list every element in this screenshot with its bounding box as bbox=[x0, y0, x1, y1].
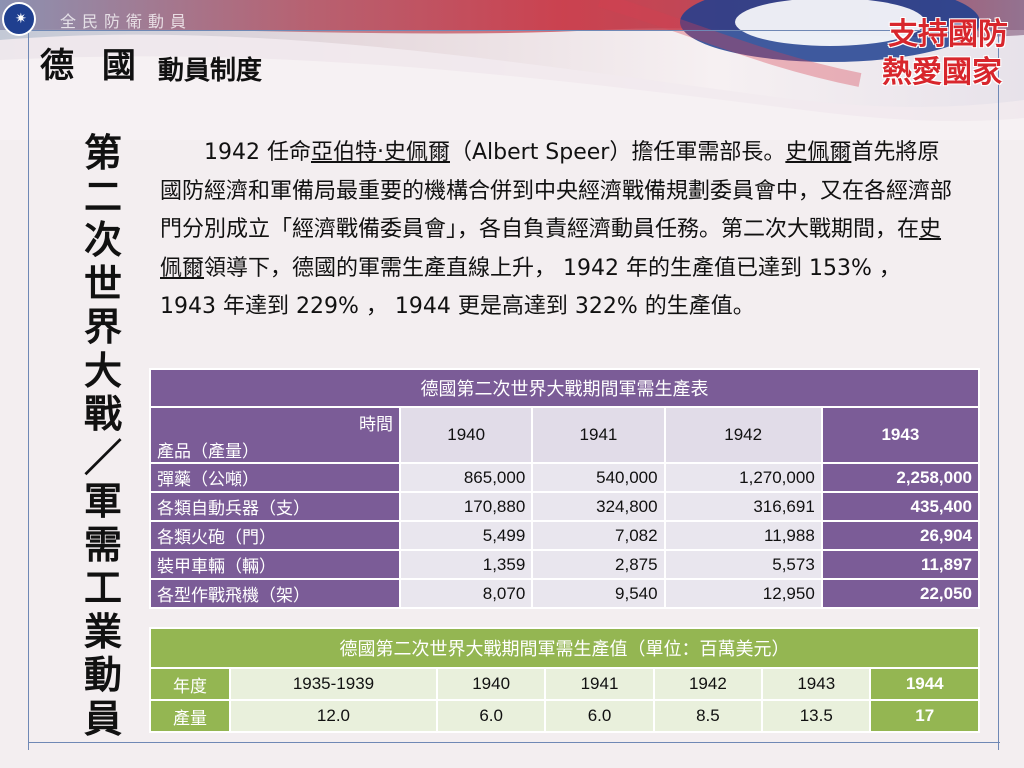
table-cell: 5,499 bbox=[398, 520, 534, 551]
header-banner bbox=[0, 0, 1024, 140]
table-cell: 865,000 bbox=[398, 462, 534, 493]
table-cell: 8.5 bbox=[652, 699, 764, 733]
table-cell: 1940 bbox=[435, 667, 547, 701]
table-cell: 9,540 bbox=[531, 578, 666, 609]
table-row: 產量 12.0 6.0 6.0 8.5 13.5 17 bbox=[149, 699, 980, 733]
person-name-link: 亞伯特‧史佩爾 bbox=[310, 140, 450, 165]
production-table: 德國第二次世界大戰期間軍需生產表 時間 產品（產量） 1940 1941 194… bbox=[149, 368, 981, 609]
table-cell: 7,082 bbox=[531, 520, 666, 551]
table-cell: 8,070 bbox=[398, 578, 534, 609]
side-title-char: 工 bbox=[83, 566, 122, 610]
para-text: （Albert Speer）擔任軍需部長。 bbox=[449, 140, 786, 165]
side-title-char: 需 bbox=[83, 522, 122, 567]
table-cell: 1944 bbox=[869, 667, 980, 701]
sun-emblem-icon: ✷ bbox=[15, 11, 27, 27]
table-cell: 13.5 bbox=[761, 699, 872, 733]
slogan-line-2: 熱愛國家 bbox=[882, 55, 1002, 90]
table-cell: 1935-1939 bbox=[229, 667, 438, 701]
table-cell: 12.0 bbox=[229, 699, 438, 733]
table-cell: 324,800 bbox=[531, 491, 666, 522]
side-title-char: 世 bbox=[83, 261, 122, 306]
row-label: 裝甲車輛（輛） bbox=[149, 549, 401, 580]
table-caption: 德國第二次世界大戰期間軍需生產值（單位：百萬美元） bbox=[149, 627, 980, 669]
table-row: 各型作戰飛機（架） 8,070 9,540 12,950 22,050 bbox=[149, 578, 981, 609]
org-name: 全民防衛動員 bbox=[60, 12, 193, 31]
frame-top-line bbox=[28, 30, 1000, 31]
side-title-char: 員 bbox=[83, 696, 122, 741]
production-value-table: 德國第二次世界大戰期間軍需生產值（單位：百萬美元） 年度 1935-1939 1… bbox=[149, 627, 980, 733]
person-name-link: 史佩爾 bbox=[160, 217, 942, 281]
table-row: 各類自動兵器（支） 170,880 324,800 316,691 435,40… bbox=[149, 491, 981, 522]
corner-product-label: 產品（產量） bbox=[157, 442, 259, 461]
row-label: 各類自動兵器（支） bbox=[149, 491, 401, 522]
slogan-line-1: 支持國防 bbox=[888, 17, 1008, 52]
table-cell: 6.0 bbox=[435, 699, 547, 733]
row-label: 各類火砲（門） bbox=[149, 520, 401, 551]
table-cell: 316,691 bbox=[663, 491, 823, 522]
side-title-char: 次 bbox=[83, 218, 122, 262]
banner-graphic bbox=[0, 0, 1024, 140]
table-row: 各類火砲（門） 5,499 7,082 11,988 26,904 bbox=[149, 520, 981, 551]
body-paragraph: 1942 任命亞伯特‧史佩爾（Albert Speer）擔任軍需部長。史佩爾首先… bbox=[160, 134, 960, 327]
table-cell: 2,258,000 bbox=[820, 462, 981, 493]
side-title: 第 二 次 世 界 大 戰 ／ 軍 需 工 業 動 員 bbox=[78, 131, 128, 741]
para-text: 首先將原國防經濟和軍備局最重要的機構合併到中央經濟戰備規劃委員會中，又在各經濟部… bbox=[160, 140, 953, 242]
table-cell: 435,400 bbox=[820, 491, 981, 522]
table-cell: 22,050 bbox=[820, 578, 981, 609]
table-cell: 26,904 bbox=[820, 520, 981, 551]
table-cell: 17 bbox=[869, 699, 980, 733]
row-label: 彈藥（公噸） bbox=[149, 462, 401, 493]
side-title-char: 大 bbox=[83, 348, 122, 393]
table-row: 年度 1935-1939 1940 1941 1942 1943 1944 bbox=[149, 667, 980, 701]
year-header: 1940 bbox=[398, 406, 534, 464]
side-title-char: 軍 bbox=[83, 479, 122, 523]
page-subtitle: 動員制度 bbox=[158, 56, 263, 86]
table-caption: 德國第二次世界大戰期間軍需生產表 bbox=[149, 368, 980, 408]
table-cell: 11,897 bbox=[820, 549, 981, 580]
table-cell: 540,000 bbox=[531, 462, 666, 493]
frame-left-line bbox=[28, 30, 29, 750]
org-logo: ✷ bbox=[2, 2, 36, 36]
table-cell: 5,573 bbox=[663, 549, 823, 580]
side-title-char: 第 bbox=[83, 131, 122, 175]
table-cell: 1942 bbox=[652, 667, 764, 701]
para-text: 領導下，德國的軍需生產直線上升， 1942 年的生產值已達到 153% ， 19… bbox=[160, 255, 901, 320]
table-cell: 1,270,000 bbox=[663, 462, 823, 493]
side-title-char: 界 bbox=[83, 305, 122, 349]
side-title-char: 動 bbox=[83, 653, 122, 697]
side-title-char: 戰 bbox=[83, 392, 122, 436]
table-cell: 12,950 bbox=[663, 578, 823, 609]
table-row: 彈藥（公噸） 865,000 540,000 1,270,000 2,258,0… bbox=[149, 462, 981, 493]
table-row: 裝甲車輛（輛） 1,359 2,875 5,573 11,897 bbox=[149, 549, 981, 580]
table-corner-header: 時間 產品（產量） bbox=[149, 406, 401, 464]
para-text: 1942 任命 bbox=[204, 140, 311, 165]
table-cell: 170,880 bbox=[398, 491, 534, 522]
frame-bottom-line bbox=[28, 742, 1000, 743]
year-header: 1943 bbox=[820, 406, 981, 464]
table-cell: 6.0 bbox=[544, 699, 655, 733]
frame-right-line bbox=[998, 30, 999, 750]
table-cell: 1941 bbox=[544, 667, 655, 701]
side-title-char: ／ bbox=[83, 435, 122, 480]
page-title: 德 國 bbox=[40, 46, 144, 86]
row-label: 產量 bbox=[149, 699, 231, 733]
table-cell: 11,988 bbox=[663, 520, 823, 551]
person-name-link: 史佩爾 bbox=[785, 140, 852, 165]
year-header: 1941 bbox=[531, 406, 666, 464]
row-label: 年度 bbox=[149, 667, 231, 701]
corner-time-label: 時間 bbox=[359, 415, 393, 434]
row-label: 各型作戰飛機（架） bbox=[149, 578, 401, 609]
table-cell: 1943 bbox=[761, 667, 872, 701]
table-cell: 1,359 bbox=[398, 549, 534, 580]
table-cell: 2,875 bbox=[531, 549, 666, 580]
side-title-char: 二 bbox=[83, 174, 122, 219]
side-title-char: 業 bbox=[83, 609, 122, 654]
year-header: 1942 bbox=[663, 406, 823, 464]
